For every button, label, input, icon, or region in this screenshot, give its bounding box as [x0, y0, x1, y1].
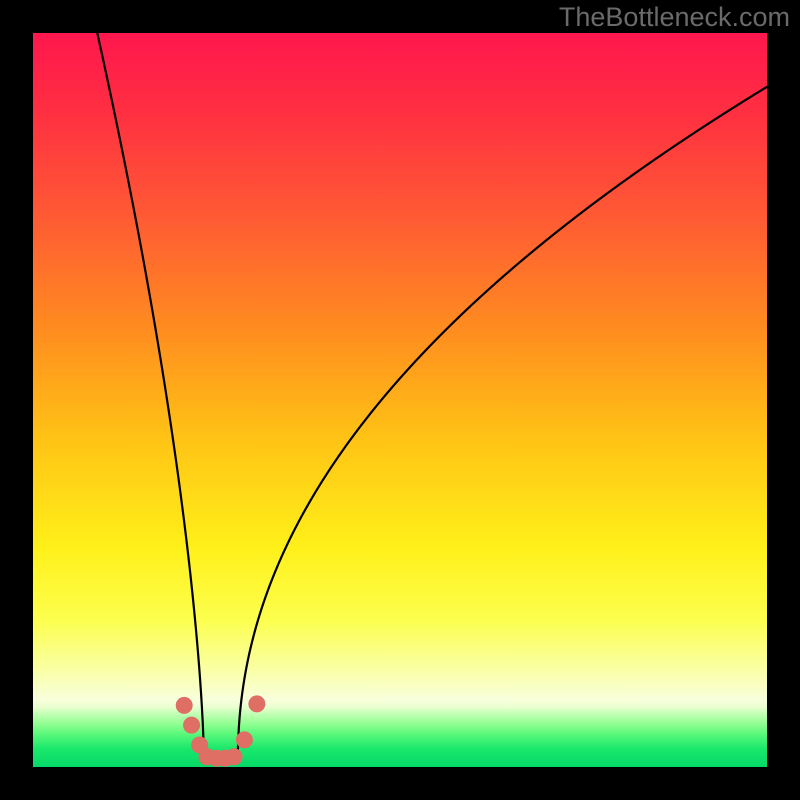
data-marker: [248, 695, 265, 712]
data-marker: [176, 697, 193, 714]
data-marker: [226, 748, 243, 765]
watermark-text: TheBottleneck.com: [559, 2, 790, 32]
bottleneck-chart: TheBottleneck.com: [0, 0, 800, 800]
plot-background-gradient: [33, 33, 767, 767]
chart-container: { "watermark": { "text": "TheBottleneck.…: [0, 0, 800, 800]
data-marker: [236, 731, 253, 748]
data-marker: [183, 717, 200, 734]
